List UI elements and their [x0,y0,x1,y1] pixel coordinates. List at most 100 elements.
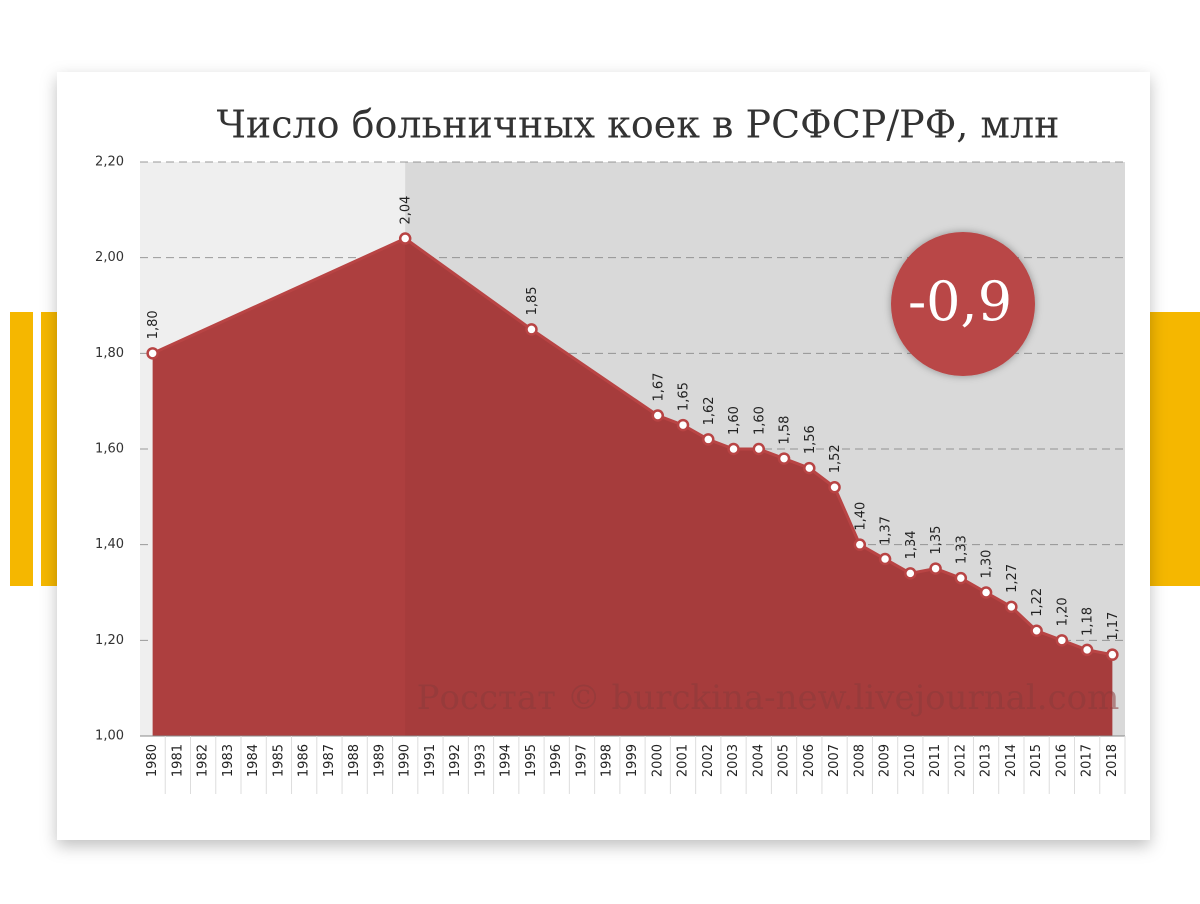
x-tick-label: 1985 [271,744,286,777]
value-label: 1,37 [879,516,894,545]
x-tick-label: 1986 [297,744,312,777]
point [676,418,690,432]
y-tick-label: 2,20 [95,155,124,170]
x-tick-label: 2008 [852,744,867,777]
value-label: 1,40 [853,502,868,531]
point [1106,648,1119,661]
point [777,452,791,465]
value-label: 1,62 [702,396,717,425]
point [146,347,159,360]
line [152,236,1113,657]
value-label: 1,20 [1055,597,1070,626]
x-tick-label: 1993 [473,744,488,777]
x-tick-label: 1983 [221,744,236,777]
deco-bar [1150,312,1200,586]
x-tick-label: 1982 [196,744,211,777]
x-tick-label: 1995 [524,744,539,777]
point [954,571,968,585]
point [878,552,892,566]
x-tick-label: 2001 [676,744,691,777]
value-label: 1,34 [904,530,919,559]
source: Росстат © burckina-new.livejournal.com [417,678,1120,718]
point [979,586,993,599]
y-tick-label: 1,00 [95,729,124,744]
area-shade [405,162,1125,736]
y-tick-label: 1,20 [95,633,124,648]
point [525,323,538,336]
point [651,409,665,422]
x-tick-label: 1987 [322,744,337,777]
value-label: 1,85 [525,286,540,315]
x-tick-label: 2016 [1054,744,1069,777]
x-tick-label: 2004 [751,744,766,777]
x-tick-label: 2007 [827,744,842,777]
x-tick-label: 1994 [499,744,514,777]
deco-bar [41,312,57,586]
x-tick-label: 1997 [574,744,589,777]
value-label: 1,22 [1030,588,1045,617]
y-tick-label: 1,60 [95,442,124,457]
value-label: 1,80 [146,310,161,339]
x-tick-label: 1988 [347,744,362,777]
value-label: 1,33 [954,535,969,564]
value-label: 1,52 [828,444,843,473]
deco-bar [10,312,33,586]
point [702,433,715,446]
point [398,232,412,245]
value-label: 1,30 [980,550,995,579]
point [904,567,917,580]
x-tick-label: 2010 [903,744,918,777]
value-label: 1,67 [651,373,666,402]
x-tick-label: 2006 [802,744,817,777]
chart-title: Число больничных коек в РСФСР/РФ, млн [217,103,1060,147]
x-tick-label: 1990 [398,744,413,777]
x-tick-label: 1989 [372,744,387,777]
x-tick-label: 2002 [701,744,716,777]
value-label: 1,56 [803,425,818,454]
x-tick-label: 1996 [549,744,564,777]
x-tick-label: 2015 [1029,744,1044,777]
y-tick-label: 1,80 [95,346,124,361]
point [803,461,816,475]
x-tick-label: 1981 [170,744,185,777]
x-tick-label: 2014 [1004,744,1019,777]
x-tick-label: 1998 [600,744,615,777]
x-tick-label: 1991 [423,744,438,777]
x-tick-label: 1992 [448,744,463,777]
value-label: 1,65 [677,382,692,411]
value-label: 1,35 [929,526,944,555]
y-tick-label: 2,00 [95,250,124,265]
x-tick-label: 2009 [878,744,893,777]
x-tick-label: 1980 [145,744,160,777]
x-tick-label: 1999 [625,744,640,777]
x-tick-label: 1984 [246,744,261,777]
point [1030,624,1043,638]
point [1005,600,1018,614]
point [828,481,841,494]
x-tick-label: 2000 [650,744,665,777]
value-label: 1,17 [1106,612,1121,641]
x-tick-label: 2005 [777,744,792,777]
point [727,442,740,456]
value-label: 1,18 [1081,607,1096,636]
value-label: 1,27 [1005,564,1020,593]
x-tick-label: 2017 [1080,744,1095,777]
x-tick-label: 2018 [1105,744,1120,777]
x-tick-label: 2003 [726,744,741,777]
x-tick-label: 2011 [928,744,943,777]
point [1055,634,1069,647]
value-label: 1,60 [727,406,742,435]
point [929,562,942,575]
point [1080,643,1094,657]
x-tick-label: 2012 [953,744,968,777]
area [152,238,1113,737]
value-label: 1,58 [778,416,793,445]
x-tick-label: 2013 [979,744,994,777]
badge-text: -0,9 [908,270,1012,333]
point [752,442,766,456]
value-label: 1,60 [752,406,767,435]
point [853,538,867,551]
badge [891,232,1035,376]
